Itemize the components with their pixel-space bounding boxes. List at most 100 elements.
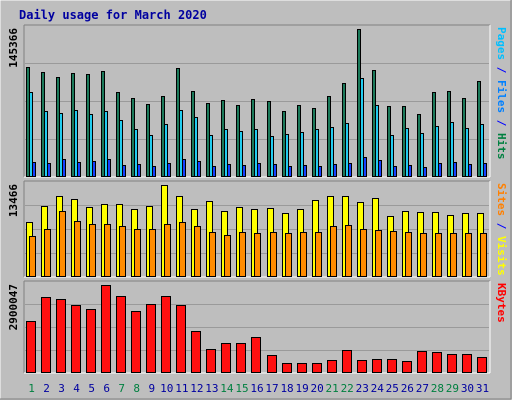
bar-pages-day-18 bbox=[288, 166, 292, 177]
x-tick-label-10: 10 bbox=[160, 382, 173, 395]
bar-sites-day-25 bbox=[390, 231, 397, 277]
bar-sites-day-6 bbox=[104, 224, 111, 277]
bar-pages-day-17 bbox=[273, 164, 277, 177]
bar-kbytes-day-17 bbox=[267, 355, 277, 373]
x-tick-label-6: 6 bbox=[103, 382, 110, 395]
bar-files-day-21 bbox=[330, 127, 334, 177]
bar-files-day-30 bbox=[465, 128, 469, 177]
bar-sites-day-19 bbox=[300, 232, 307, 277]
bar-kbytes-day-20 bbox=[312, 363, 322, 373]
bar-kbytes-day-15 bbox=[236, 343, 246, 373]
x-tick-label-1: 1 bbox=[28, 382, 35, 395]
bar-kbytes-day-7 bbox=[116, 296, 126, 373]
bar-sites-day-22 bbox=[345, 225, 352, 277]
chart-title: Daily usage for March 2020 bbox=[19, 8, 207, 22]
bar-kbytes-day-14 bbox=[221, 343, 231, 373]
x-tick-label-27: 27 bbox=[416, 382, 429, 395]
bar-pages-day-10 bbox=[167, 163, 171, 177]
bar-files-day-8 bbox=[134, 129, 138, 177]
bar-files-day-13 bbox=[209, 135, 213, 177]
bar-kbytes-day-27 bbox=[417, 351, 427, 373]
panel-hits-files-pages-ymax-label: 145366 bbox=[7, 28, 20, 68]
bar-kbytes-day-13 bbox=[206, 349, 216, 373]
x-tick-label-14: 14 bbox=[220, 382, 234, 395]
bar-pages-day-30 bbox=[468, 164, 472, 177]
bar-sites-day-26 bbox=[405, 232, 412, 277]
bar-sites-day-30 bbox=[465, 233, 472, 277]
legend-visits-sites-part-0: Sites bbox=[495, 183, 508, 216]
bar-pages-day-19 bbox=[303, 165, 307, 177]
x-tick-label-24: 24 bbox=[371, 382, 385, 395]
x-tick-label-22: 22 bbox=[341, 382, 354, 395]
bar-pages-day-15 bbox=[242, 165, 246, 177]
x-tick-label-26: 26 bbox=[401, 382, 414, 395]
bar-pages-day-22 bbox=[348, 163, 352, 177]
bar-kbytes-day-11 bbox=[176, 305, 186, 373]
bar-kbytes-day-31 bbox=[477, 357, 487, 373]
legend-hits-files-pages-part-4: Hits bbox=[495, 133, 508, 160]
bar-sites-day-14 bbox=[224, 235, 231, 277]
bar-pages-day-9 bbox=[152, 166, 156, 177]
bar-sites-day-12 bbox=[194, 226, 201, 277]
legend-hits-files-pages-part-0: Pages bbox=[495, 27, 508, 60]
bar-kbytes-day-25 bbox=[387, 359, 397, 373]
bar-sites-day-2 bbox=[44, 229, 51, 277]
bar-pages-day-2 bbox=[47, 163, 51, 177]
bar-pages-day-27 bbox=[423, 167, 427, 177]
bar-sites-day-5 bbox=[89, 224, 96, 277]
bar-sites-day-29 bbox=[450, 233, 457, 277]
bar-sites-day-24 bbox=[375, 230, 382, 277]
bar-files-day-2 bbox=[44, 111, 48, 177]
bar-sites-day-16 bbox=[254, 233, 261, 277]
bar-files-day-31 bbox=[480, 124, 484, 177]
bar-pages-day-14 bbox=[227, 164, 231, 177]
bar-files-day-18 bbox=[285, 134, 289, 177]
bar-files-day-10 bbox=[164, 124, 168, 177]
bar-sites-day-31 bbox=[480, 233, 487, 277]
bar-pages-day-20 bbox=[318, 166, 322, 177]
bar-files-day-25 bbox=[390, 135, 394, 177]
bar-pages-day-11 bbox=[182, 159, 186, 177]
bar-sites-day-13 bbox=[209, 232, 216, 277]
bar-files-day-9 bbox=[149, 135, 153, 177]
x-tick-label-2: 2 bbox=[43, 382, 50, 395]
bar-kbytes-day-26 bbox=[402, 361, 412, 373]
bar-kbytes-day-1 bbox=[26, 321, 36, 373]
legend-kbytes-part-0: KBytes bbox=[495, 283, 508, 323]
bar-kbytes-day-16 bbox=[251, 337, 261, 373]
bar-sites-day-9 bbox=[149, 229, 156, 277]
bar-files-day-7 bbox=[119, 120, 123, 177]
bar-kbytes-day-6 bbox=[101, 285, 111, 373]
bar-kbytes-day-30 bbox=[462, 354, 472, 373]
bar-sites-day-4 bbox=[74, 221, 81, 277]
bar-sites-day-28 bbox=[435, 233, 442, 277]
panel-kbytes-ymax-label: 2900047 bbox=[7, 284, 20, 330]
bar-pages-day-28 bbox=[438, 163, 442, 177]
bar-pages-day-21 bbox=[333, 164, 337, 177]
bar-kbytes-day-23 bbox=[357, 360, 367, 373]
bar-files-day-3 bbox=[59, 113, 63, 177]
x-tick-label-28: 28 bbox=[431, 382, 444, 395]
bar-files-day-11 bbox=[179, 110, 183, 177]
bar-kbytes-day-28 bbox=[432, 352, 442, 373]
x-tick-label-31: 31 bbox=[476, 382, 489, 395]
bar-kbytes-day-2 bbox=[41, 297, 51, 373]
bar-pages-day-25 bbox=[393, 166, 397, 177]
bar-files-day-17 bbox=[270, 136, 274, 177]
bar-files-day-1 bbox=[29, 92, 33, 177]
bar-files-day-20 bbox=[315, 129, 319, 177]
bar-sites-day-20 bbox=[315, 232, 322, 277]
bar-pages-day-3 bbox=[62, 159, 66, 177]
x-tick-label-17: 17 bbox=[265, 382, 278, 395]
x-tick-label-16: 16 bbox=[250, 382, 263, 395]
bar-kbytes-day-12 bbox=[191, 331, 201, 373]
bar-sites-day-8 bbox=[134, 229, 141, 277]
plot-layer: 145366 Pages / Files / Hits 13466 Sites / V… bbox=[7, 24, 508, 395]
bar-files-day-12 bbox=[194, 117, 198, 177]
bar-pages-day-7 bbox=[122, 165, 126, 177]
bar-pages-day-16 bbox=[257, 163, 261, 177]
x-tick-label-11: 11 bbox=[175, 382, 188, 395]
legend-visits-sites-part-1: / bbox=[495, 216, 508, 236]
x-tick-label-8: 8 bbox=[133, 382, 140, 395]
panel-visits-sites-legend: Sites / Visits bbox=[495, 183, 508, 276]
